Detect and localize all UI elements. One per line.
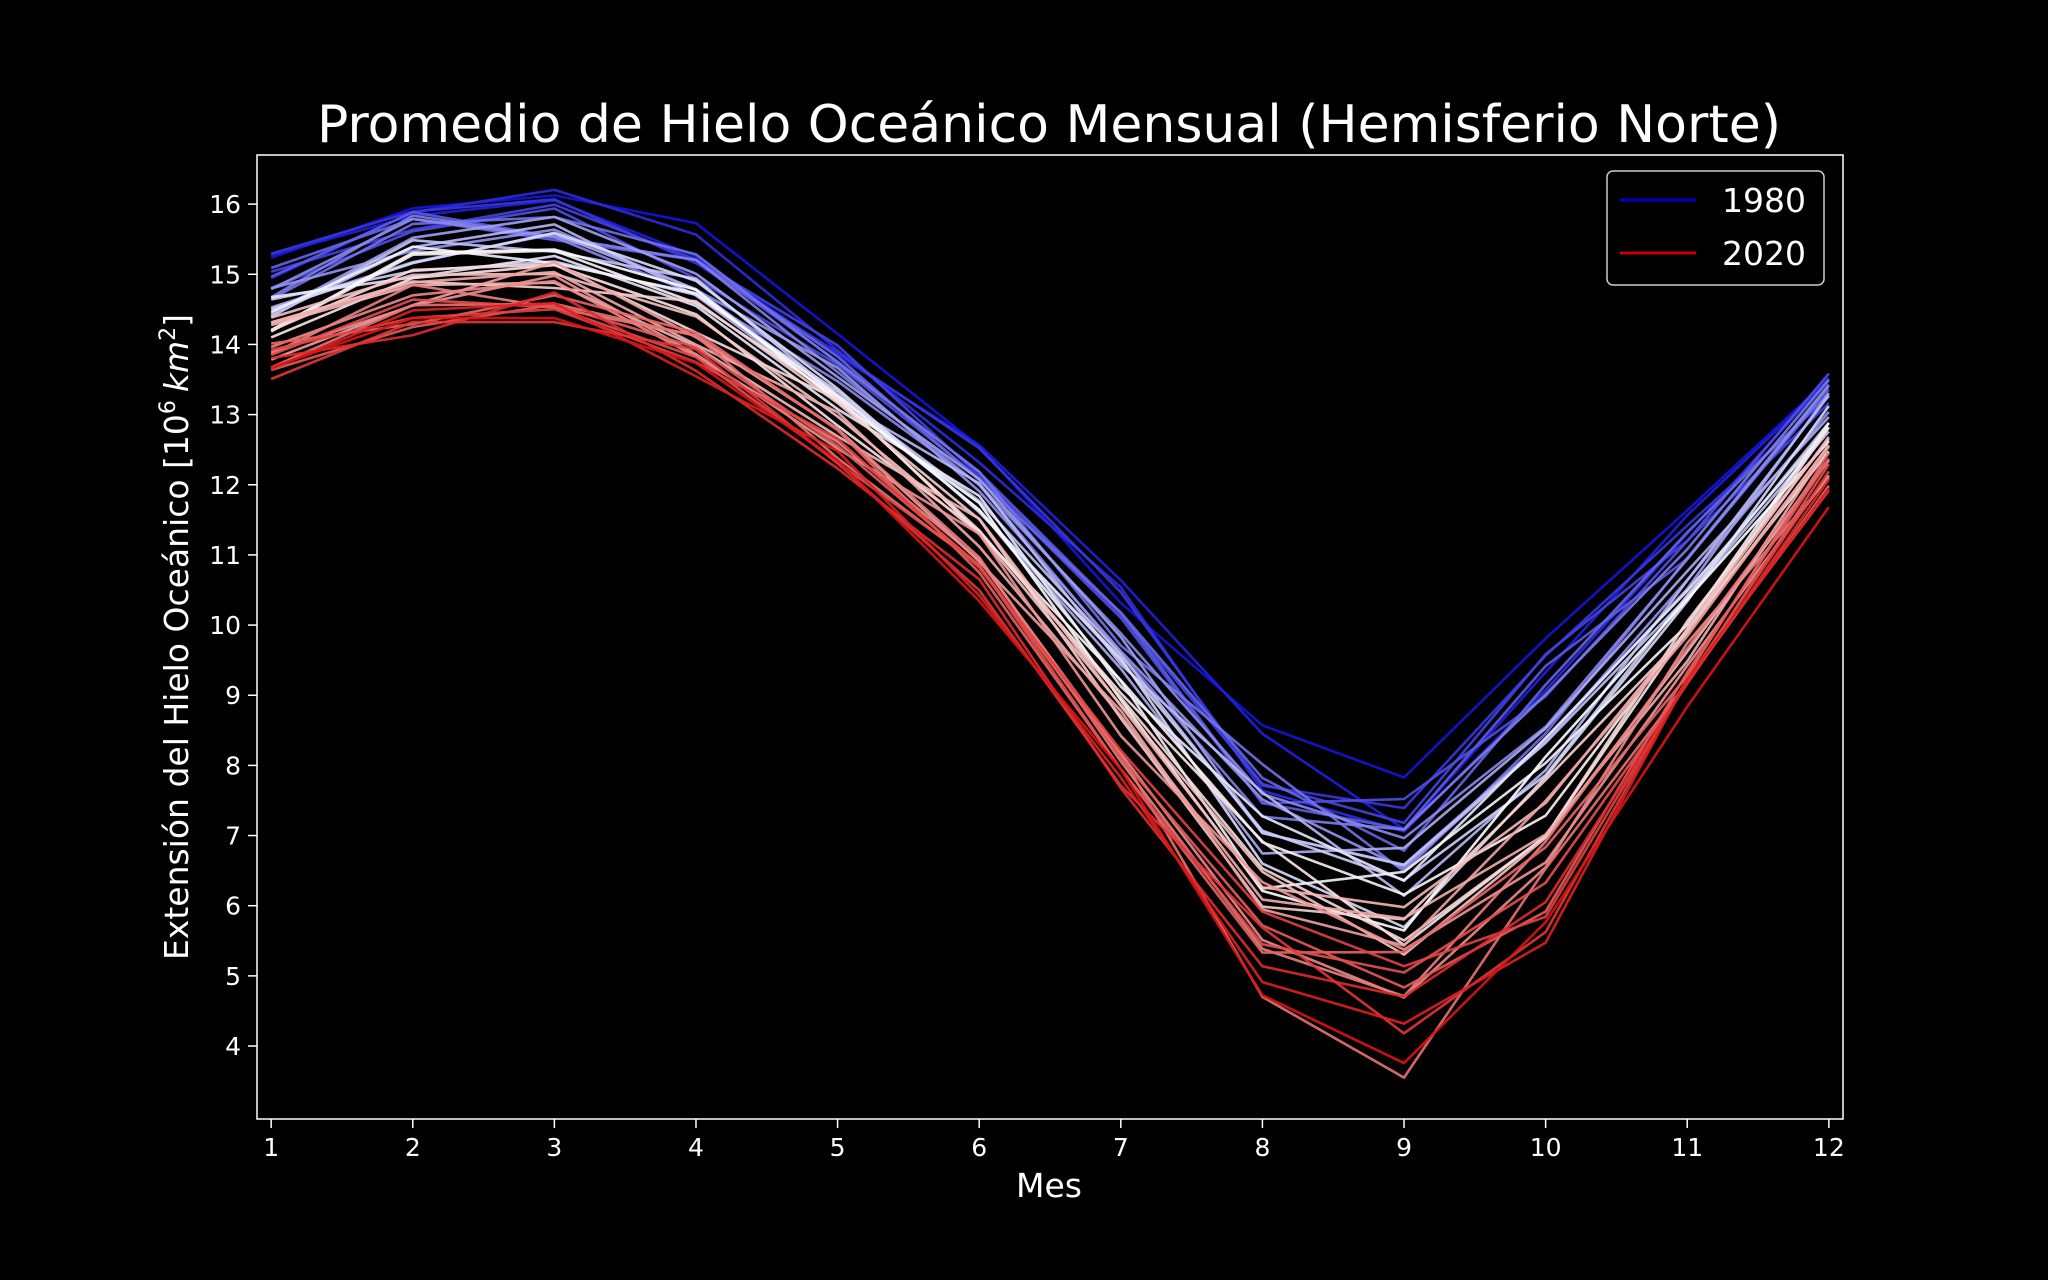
- series-line-2014: [270, 303, 1830, 989]
- series-line-2001: [270, 249, 1830, 896]
- series-line-1987: [270, 217, 1830, 853]
- y-axis-label: Extensión del Hielo Oceánico [106 km2]: [156, 314, 196, 960]
- y-tick-label: 14: [209, 330, 241, 359]
- x-tick-label: 2: [405, 1133, 421, 1162]
- series-line-2013: [271, 293, 1830, 954]
- y-tick-label: 4: [225, 1032, 241, 1061]
- y-axis-label-close: ]: [157, 314, 196, 327]
- legend-label-2020: 2020: [1722, 234, 1806, 273]
- y-axis-label-exp: 6: [156, 400, 181, 414]
- series-line-1992: [270, 215, 1830, 866]
- y-axis-label-unit: km: [157, 341, 196, 392]
- x-tick-label: 11: [1671, 1133, 1703, 1162]
- y-axis: 4 5 6 7 8 9 10 11 12 13 14 15 16: [209, 190, 257, 1061]
- chart-title: Promedio de Hielo Oceánico Mensual (Hemi…: [317, 95, 1781, 155]
- x-tick-label: 4: [688, 1133, 704, 1162]
- y-tick-label: 9: [225, 681, 241, 710]
- y-tick-label: 10: [209, 611, 241, 640]
- x-axis-label: Mes: [1016, 1166, 1082, 1205]
- x-tick-label: 3: [546, 1133, 562, 1162]
- series-lines: [270, 188, 1830, 1079]
- x-tick-label: 8: [1254, 1133, 1270, 1162]
- x-tick-label: 12: [1813, 1133, 1845, 1162]
- y-tick-label: 11: [209, 541, 241, 570]
- y-tick-label: 8: [225, 751, 241, 780]
- series-line-1982: [270, 188, 1830, 833]
- series-line-2016: [270, 307, 1830, 968]
- series-line-2010: [270, 279, 1830, 999]
- x-tick-label: 9: [1396, 1133, 1412, 1162]
- series-line-1981: [270, 199, 1830, 831]
- series-line-1999: [270, 245, 1830, 890]
- plot-frame: [256, 154, 1844, 1120]
- series-line-2017: [270, 320, 1830, 1035]
- y-axis-label-main: Extensión del Hielo Oceánico [10: [157, 414, 196, 960]
- y-tick-label: 6: [225, 892, 241, 921]
- y-axis-label-unit-exp: 2: [156, 327, 181, 341]
- y-tick-label: 15: [209, 260, 241, 289]
- y-tick-label: 5: [225, 962, 241, 991]
- x-tick-label: 1: [263, 1133, 279, 1162]
- x-tick-label: 6: [971, 1133, 987, 1162]
- x-tick-label: 10: [1530, 1133, 1562, 1162]
- legend-label-1980: 1980: [1722, 181, 1806, 220]
- y-tick-label: 7: [225, 822, 241, 851]
- x-axis: 1 2 3 4 5 6 7 8 9 10 11 12: [263, 1119, 1845, 1162]
- x-tick-label: 7: [1113, 1133, 1129, 1162]
- y-tick-label: 16: [209, 190, 241, 219]
- y-tick-label: 13: [209, 401, 241, 430]
- x-tick-label: 5: [830, 1133, 846, 1162]
- series-line-1997: [270, 231, 1830, 929]
- series-line-2020: [270, 316, 1830, 1065]
- series-line-2015: [270, 298, 1830, 974]
- y-tick-label: 12: [209, 471, 241, 500]
- series-line-2007: [270, 270, 1830, 920]
- legend: 1980 2020: [1606, 170, 1825, 286]
